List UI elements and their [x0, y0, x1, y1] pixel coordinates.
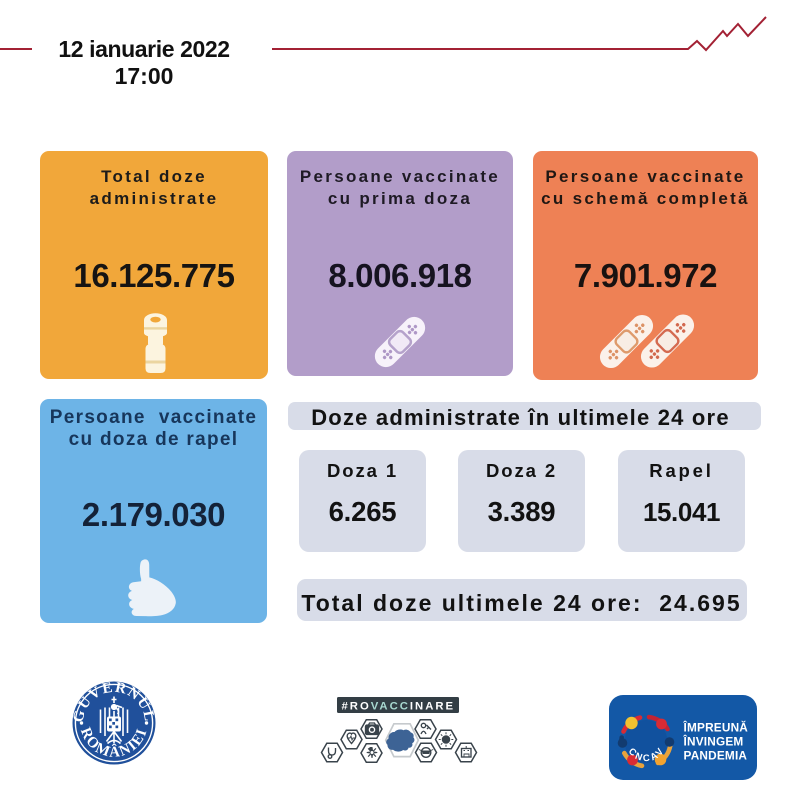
svg-text:#ROVACCINARE: #ROVACCINARE: [342, 700, 456, 712]
svg-text:ÎMPREUNĂ: ÎMPREUNĂ: [683, 721, 749, 735]
svg-text:ÎNVINGEM: ÎNVINGEM: [683, 735, 744, 749]
svg-text:CNCAV: CNCAV: [626, 745, 668, 765]
svg-text:PANDEMIA: PANDEMIA: [684, 749, 748, 763]
